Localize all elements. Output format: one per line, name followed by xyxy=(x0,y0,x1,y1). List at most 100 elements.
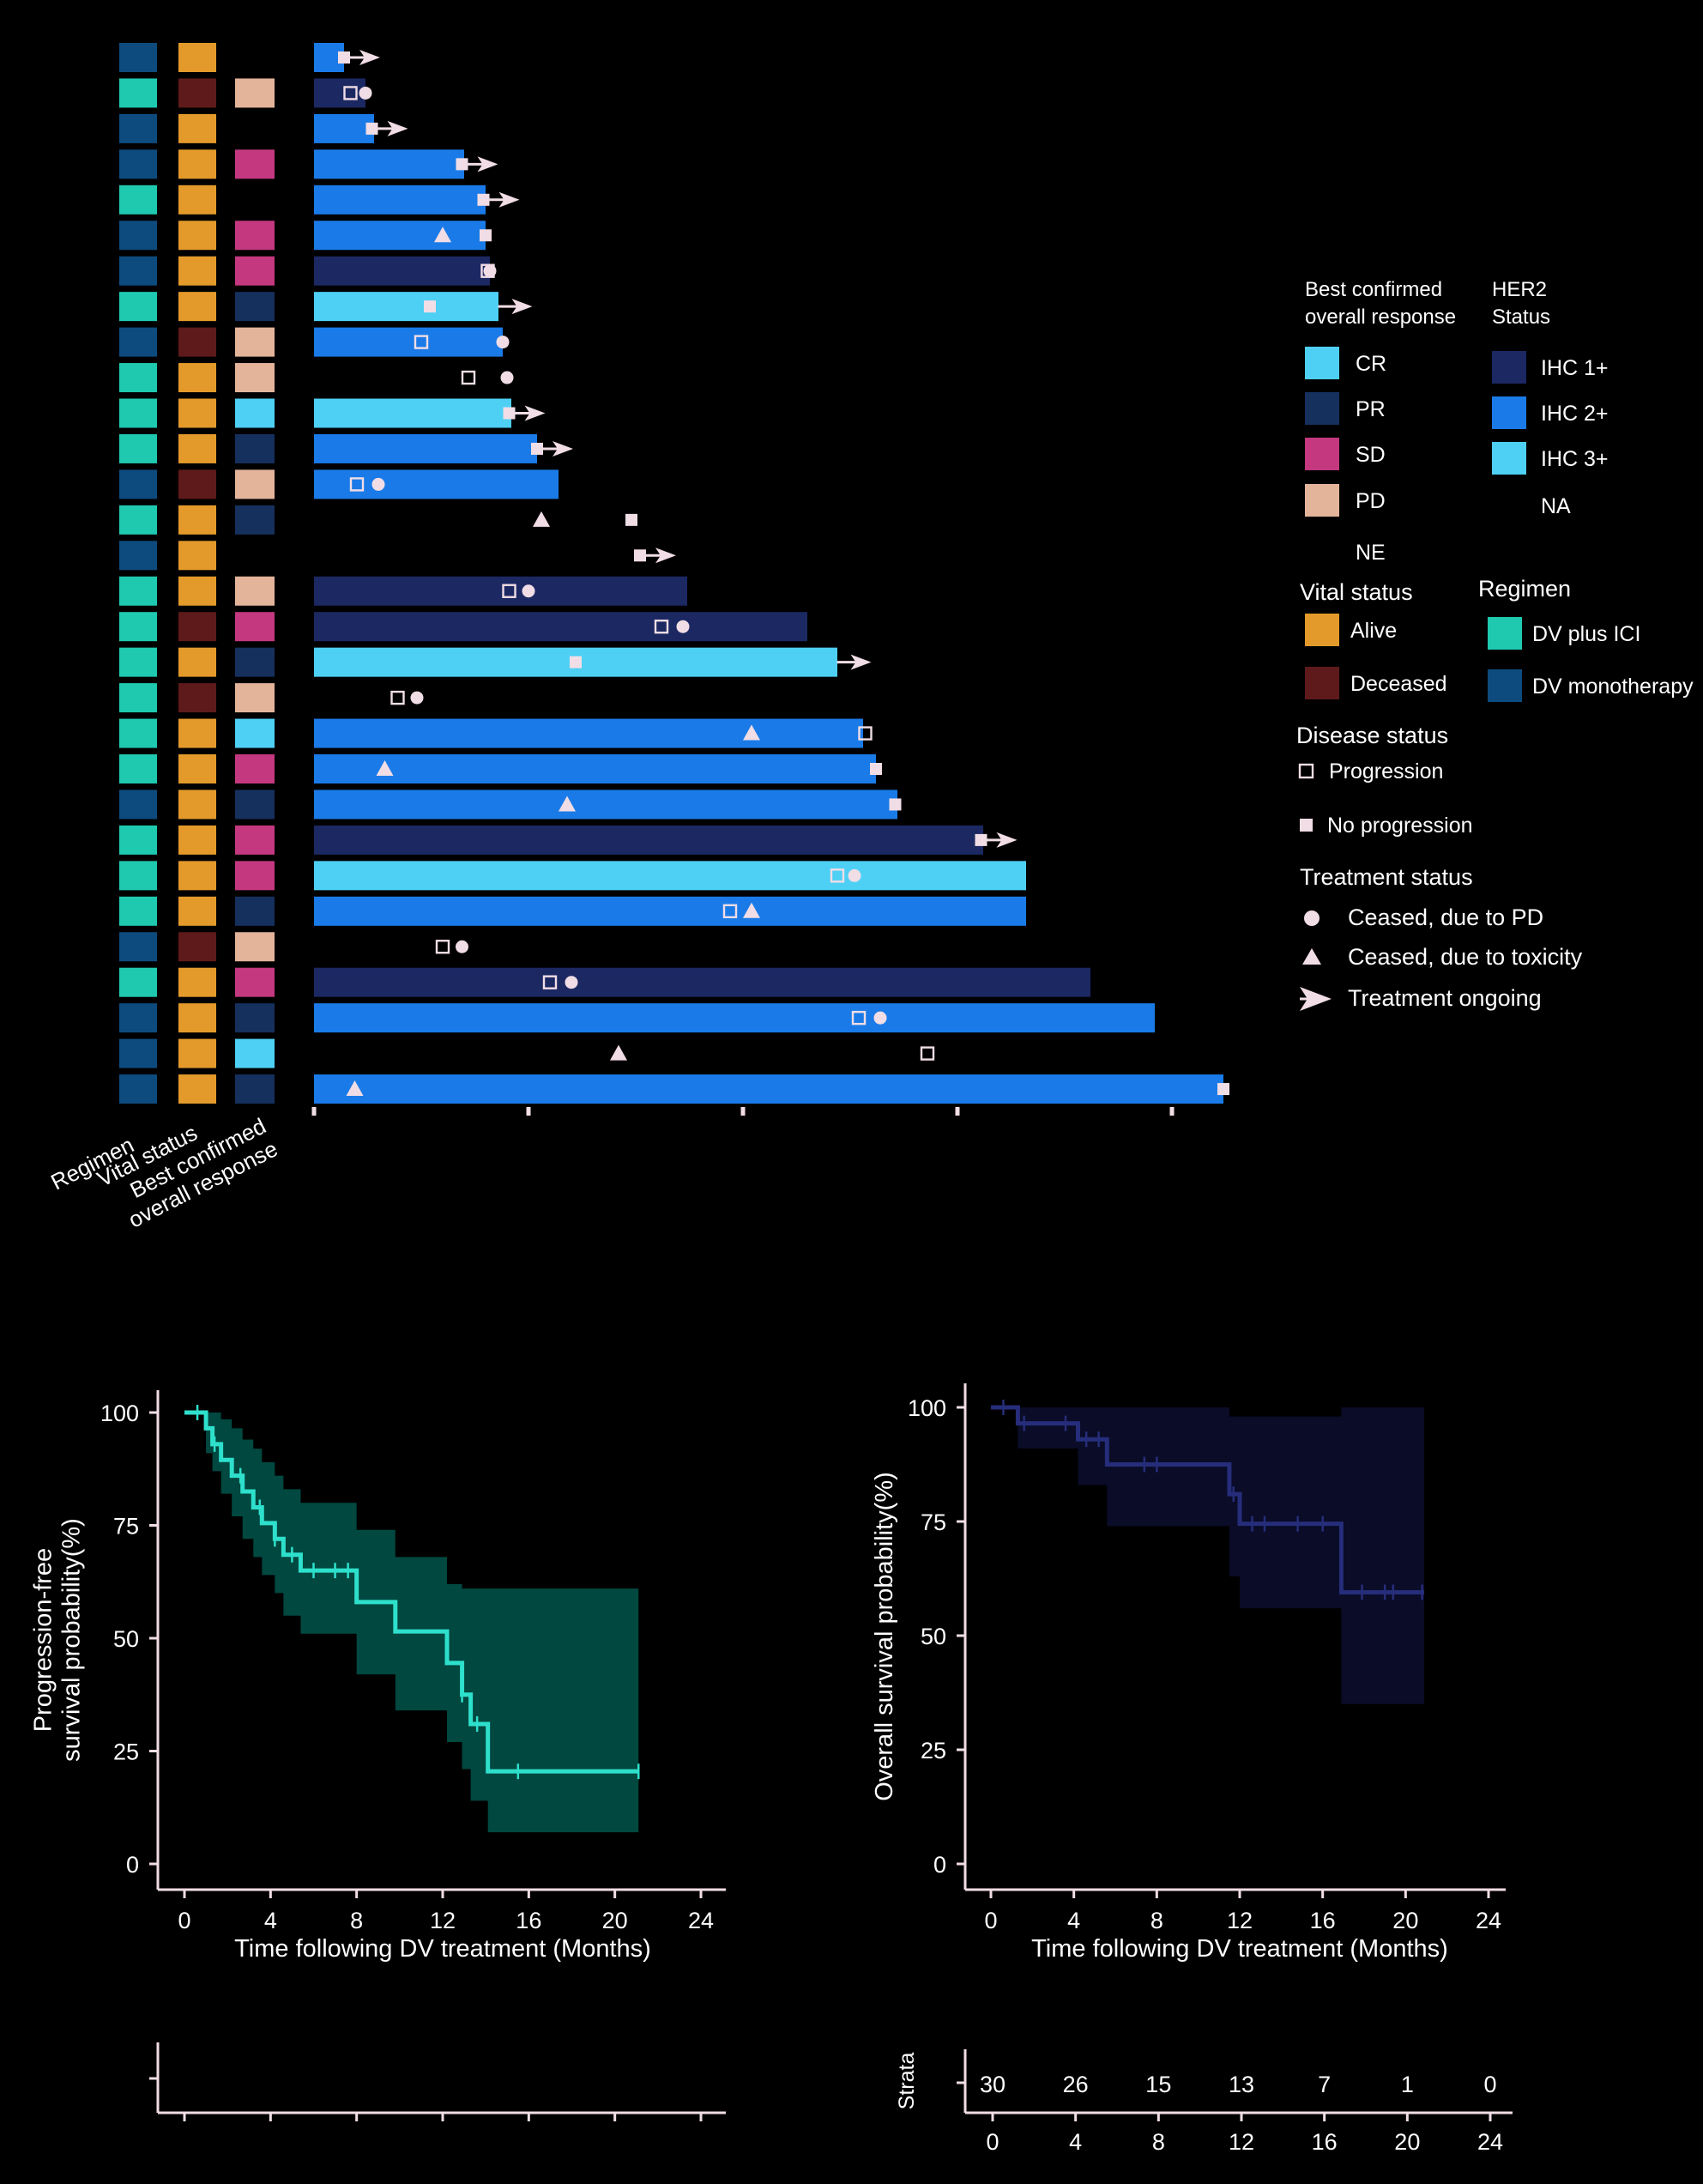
pfs-xtick-label-4: 4 xyxy=(264,1908,277,1933)
patient-bar-28 xyxy=(314,1003,1155,1033)
vital-tile-4 xyxy=(178,149,216,179)
bor-tile-26 xyxy=(235,932,275,962)
patient-bar-23 xyxy=(314,825,983,855)
bor-tile-2 xyxy=(235,78,275,108)
vital-tile-20 xyxy=(178,718,216,748)
bor-tile-25 xyxy=(235,896,275,926)
patient-bar-25 xyxy=(314,896,1026,926)
os-risk-count-16: 7 xyxy=(1318,2072,1331,2097)
regimen-tile-4 xyxy=(119,149,157,179)
vital-tile-17 xyxy=(178,612,216,642)
marker-arrow-11 xyxy=(524,405,546,421)
marker-sq_open-27 xyxy=(542,975,558,989)
patient-bar-8 xyxy=(314,292,498,322)
bor-tile-28 xyxy=(235,1003,275,1033)
vital-tile-21 xyxy=(178,754,216,783)
legend-her2-title-1: HER2 xyxy=(1492,278,1547,301)
os-risk-count-8: 15 xyxy=(1145,2072,1171,2097)
marker-sq_filled-5 xyxy=(477,193,490,206)
patient-bar-20 xyxy=(314,718,863,748)
os-risk-count-24: 0 xyxy=(1483,2072,1496,2097)
vital-tile-10 xyxy=(178,363,216,393)
legend-ongoing-marker xyxy=(1300,987,1332,1011)
marker-triangle-22 xyxy=(559,796,576,812)
patient-bar-6 xyxy=(314,221,486,251)
legend-her2-swatch-ihc-2 xyxy=(1492,396,1526,429)
swimmer-annotation-columns xyxy=(119,43,275,1104)
bor-tile-7 xyxy=(235,256,275,286)
marker-sq_filled-6 xyxy=(480,229,492,242)
marker-sq_filled-23 xyxy=(975,833,987,846)
vital-tile-29 xyxy=(178,1038,216,1068)
legend-bor-swatch-pr xyxy=(1305,392,1339,425)
legend-bor-label-pr: PR xyxy=(1356,397,1386,421)
os-risk-xtick-label-4: 4 xyxy=(1069,2129,1082,2155)
marker-sq_filled-3 xyxy=(365,122,378,135)
legend-her2-swatch-ihc-3 xyxy=(1492,442,1526,475)
marker-sq_open-19 xyxy=(390,690,405,705)
marker-triangle-21 xyxy=(376,760,394,776)
legend-regimen-label-dv-plus-ici: DV plus ICI xyxy=(1532,622,1640,646)
regimen-tile-16 xyxy=(119,576,157,606)
legend-bor-swatch-cr xyxy=(1305,347,1339,379)
vital-tile-24 xyxy=(178,861,216,891)
marker-sq_filled-4 xyxy=(456,158,468,171)
marker-circle-10 xyxy=(500,371,514,384)
regimen-tile-2 xyxy=(119,78,157,108)
os-risk-xtick-label-16: 16 xyxy=(1312,2129,1338,2155)
os-y-label-line-1: Overall survival probability(%) xyxy=(871,1472,898,1801)
patient-bar-27 xyxy=(314,967,1090,997)
vital-tile-14 xyxy=(178,505,216,535)
marker-circle-17 xyxy=(676,620,690,633)
marker-circle-27 xyxy=(565,976,578,989)
os-xtick-label-16: 16 xyxy=(1310,1908,1336,1933)
marker-circle-9 xyxy=(496,336,510,349)
vital-tile-27 xyxy=(178,967,216,997)
marker-triangle-6 xyxy=(434,227,451,243)
marker-arrow-15 xyxy=(655,548,676,564)
os-xtick-label-20: 20 xyxy=(1392,1908,1418,1933)
legend-treatment-title: Treatment status xyxy=(1300,864,1473,890)
legend-treatment-label-tox: Ceased, due to toxicity xyxy=(1348,944,1583,970)
patient-bar-17 xyxy=(314,612,807,642)
legend-her2-label-ihc-1: IHC 1+ xyxy=(1541,356,1609,380)
pfs-xtick-label-12: 12 xyxy=(430,1908,456,1933)
marker-sq_filled-12 xyxy=(531,442,543,455)
pfs-ytick-label-25: 25 xyxy=(113,1739,139,1765)
bor-tile-29 xyxy=(235,1038,275,1068)
bor-tile-20 xyxy=(235,718,275,748)
marker-arrow-12 xyxy=(553,440,573,457)
pfs-km-plot: 0 4 8 12 16 20 24 0 25 50 75 100 Time following DV t… xyxy=(30,1390,726,1963)
patient-bar-11 xyxy=(314,398,511,428)
vital-tile-7 xyxy=(178,256,216,286)
os-xtick-label-12: 12 xyxy=(1227,1908,1253,1933)
vital-tile-18 xyxy=(178,647,216,677)
vital-tile-9 xyxy=(178,327,216,357)
patient-bar-13 xyxy=(314,469,559,499)
bor-tile-10 xyxy=(235,363,275,393)
bor-tile-17 xyxy=(235,612,275,642)
legend-regimen-label-dv-monotherapy: DV monotherapy xyxy=(1532,675,1694,699)
vital-tile-6 xyxy=(178,221,216,251)
marker-circle-19 xyxy=(410,691,424,705)
bor-tile-8 xyxy=(235,292,275,322)
os-risk-xtick-label-8: 8 xyxy=(1152,2129,1165,2155)
legend-her2-label-na: NA xyxy=(1541,494,1571,518)
legend-bor-label-cr: CR xyxy=(1356,352,1386,376)
os-ytick-label-25: 25 xyxy=(921,1738,946,1764)
bor-tile-14 xyxy=(235,505,275,535)
pfs-ytick-label-100: 100 xyxy=(100,1401,139,1426)
bor-tile-22 xyxy=(235,790,275,820)
bor-tile-18 xyxy=(235,647,275,677)
os-risk-xtick-label-24: 24 xyxy=(1477,2129,1503,2155)
vital-tile-13 xyxy=(178,469,216,499)
pfs-xtick-label-16: 16 xyxy=(516,1908,541,1933)
legend-bor-label-ne: NE xyxy=(1356,541,1386,565)
regimen-tile-24 xyxy=(119,861,157,891)
patient-bar-2 xyxy=(314,78,365,108)
legend-disease-label-progression: Progression xyxy=(1329,759,1443,783)
pfs-ytick-label-75: 75 xyxy=(113,1514,139,1540)
legend-bor-label-pd: PD xyxy=(1356,489,1386,513)
marker-sq_filled-21 xyxy=(870,763,882,775)
legend-vital-swatch-alive xyxy=(1305,614,1339,646)
